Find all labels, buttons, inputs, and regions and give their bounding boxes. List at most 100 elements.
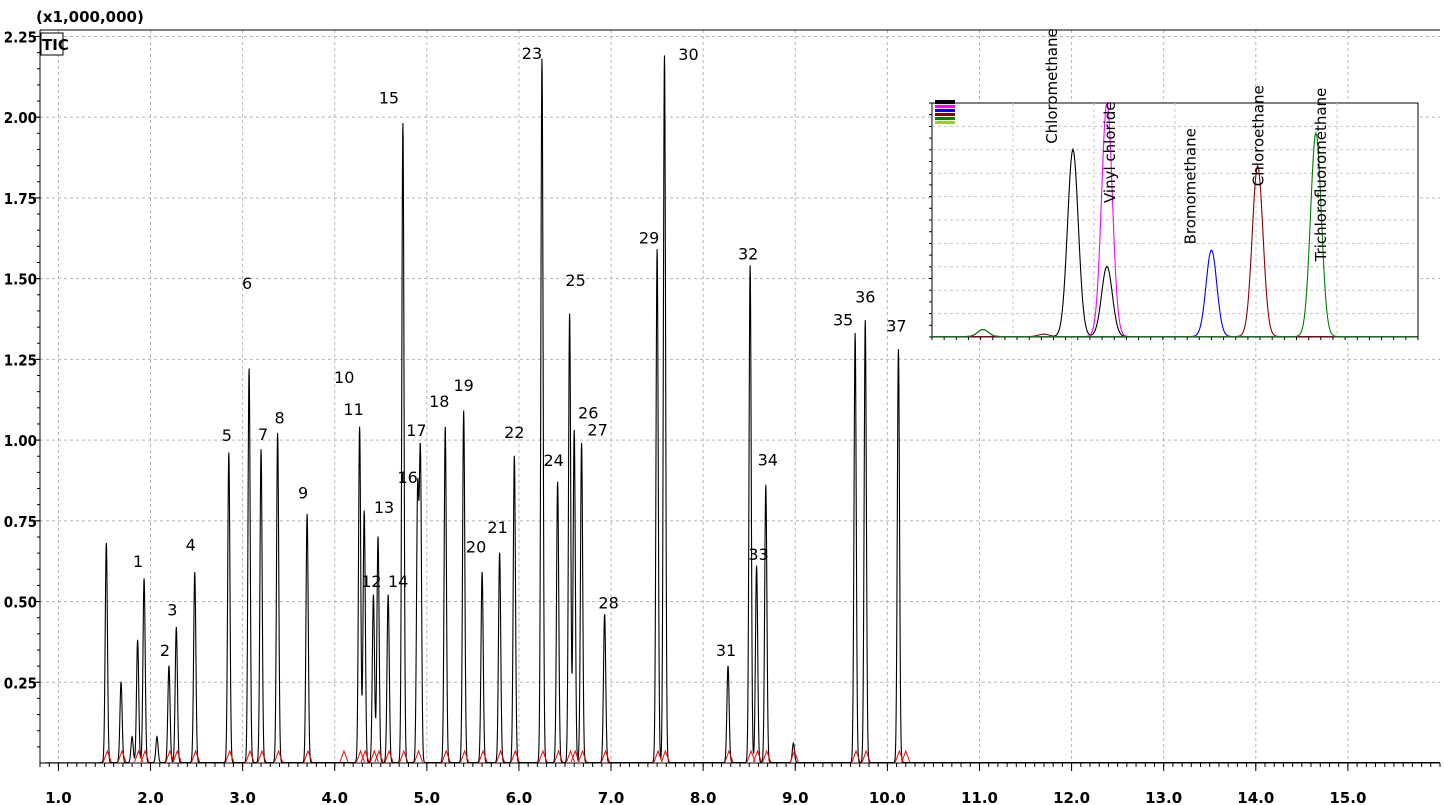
integration-mark xyxy=(554,749,564,763)
integration-mark xyxy=(901,749,911,763)
inset-legend-swatch xyxy=(935,100,955,124)
inset-grid xyxy=(932,103,1418,337)
peak-label: 24 xyxy=(543,451,563,470)
integration-mark xyxy=(257,749,267,763)
integration-mark xyxy=(851,749,861,763)
integration-mark xyxy=(578,749,587,763)
integration-mark xyxy=(117,749,127,763)
integration-mark xyxy=(356,749,365,763)
y-tick-label: 0.50 xyxy=(4,594,37,612)
x-tick-label: 5.0 xyxy=(414,789,441,805)
integration-mark xyxy=(384,749,394,763)
integration-mark xyxy=(225,749,235,763)
x-tick-label: 1.0 xyxy=(45,789,72,805)
peak-label: 3 xyxy=(167,600,177,619)
integration-mark xyxy=(441,749,451,763)
x-tick-label: 3.0 xyxy=(229,789,256,805)
inset-peak-label: Chloromethane xyxy=(1043,28,1061,144)
y-tick-label: 1.50 xyxy=(4,271,37,289)
integration-mark xyxy=(369,749,379,763)
y-tick-label: 2.25 xyxy=(4,28,37,46)
inset-ticks xyxy=(929,102,1419,340)
integration-mark xyxy=(894,749,904,763)
y-tick-label: 0.25 xyxy=(4,674,37,692)
x-tick-label: 10.0 xyxy=(869,789,906,805)
peak-label: 22 xyxy=(504,423,524,442)
tic-label-box xyxy=(40,32,64,56)
peak-label: 13 xyxy=(374,498,394,517)
integration-mark xyxy=(789,749,799,763)
integration-mark xyxy=(660,749,670,763)
integration-mark xyxy=(134,749,144,763)
x-tick-label: 12.0 xyxy=(1053,789,1090,805)
integration-mark xyxy=(570,749,580,763)
y-tick-label: 1.25 xyxy=(4,351,37,369)
x-tick-label: 7.0 xyxy=(598,789,625,805)
peak-label: 36 xyxy=(855,288,875,307)
peak-label: 5 xyxy=(222,426,232,445)
x-tick-label: 6.0 xyxy=(506,789,533,805)
y-axis-ticks: 0.25 0.50 0.75 1.00 1.25 1.50 1.75 2.00 2.25 xyxy=(4,28,40,748)
integration-mark xyxy=(140,749,150,763)
integration-mark xyxy=(360,749,370,763)
peak-label: 27 xyxy=(587,420,607,439)
peak-label: 32 xyxy=(738,245,758,264)
inset-chart: Chloromethane Vinyl chloride Bromomethane C… xyxy=(929,28,1419,340)
peak-label: 18 xyxy=(429,392,449,411)
peak-label: 20 xyxy=(466,537,486,556)
integration-mark xyxy=(601,749,610,763)
inset-peak-labels: Chloromethane Vinyl chloride Bromomethane C… xyxy=(1043,28,1330,262)
integration-mark xyxy=(861,749,871,763)
peak-label: 1 xyxy=(133,552,143,571)
peak-labels-group: 1234567891110121314151617181920212223242… xyxy=(133,44,907,660)
peak-label: 8 xyxy=(275,409,285,428)
peak-label: 33 xyxy=(748,545,768,564)
peak-label: 17 xyxy=(406,421,426,440)
peak-label: 4 xyxy=(186,535,196,554)
integration-mark xyxy=(724,749,734,763)
integration-mark xyxy=(496,749,505,763)
integration-mark xyxy=(102,749,112,763)
x-tick-label: 11.0 xyxy=(961,789,998,805)
peak-label: 15 xyxy=(379,89,399,108)
x-tick-label: 8.0 xyxy=(690,789,717,805)
inset-peak-label: Vinyl chloride xyxy=(1101,101,1119,203)
tic-trace-group xyxy=(44,55,1440,764)
inset-peak-label: Trichlorofluoromethane xyxy=(1312,88,1330,263)
peak-label: 28 xyxy=(598,593,618,612)
integration-mark xyxy=(303,749,313,763)
y-tick-label: 2.00 xyxy=(4,109,37,127)
integration-mark xyxy=(653,749,663,763)
integration-mark xyxy=(478,749,488,763)
peak-label: 19 xyxy=(454,376,474,395)
scale-factor-label: (x1,000,000) xyxy=(36,8,144,26)
x-tick-label: 13.0 xyxy=(1145,789,1182,805)
integration-mark xyxy=(374,749,384,763)
x-tick-label: 4.0 xyxy=(321,789,348,805)
integration-mark xyxy=(339,749,349,763)
peak-label: 6 xyxy=(242,274,252,293)
x-axis-ticks: 1.0 2.0 3.0 4.0 5.0 6.0 7.0 8.0 9.0 10.0 11.0 12.0 1… xyxy=(39,763,1441,805)
integration-mark xyxy=(274,749,284,763)
integration-mark xyxy=(510,749,520,763)
peak-label: 37 xyxy=(886,317,906,336)
peak-label: 23 xyxy=(522,44,542,63)
integration-marks-group xyxy=(102,749,911,763)
peak-label: 10 xyxy=(334,368,354,387)
peak-label: 30 xyxy=(678,45,698,64)
inset-trace-line xyxy=(932,130,1418,338)
y-tick-label: 1.75 xyxy=(4,190,37,208)
integration-mark xyxy=(460,749,470,763)
tic-trace-line xyxy=(44,55,1440,764)
peak-label: 26 xyxy=(578,403,598,422)
integration-mark xyxy=(165,749,175,763)
peak-label: 9 xyxy=(298,483,308,502)
peak-label: 31 xyxy=(716,641,736,660)
integration-mark xyxy=(753,749,762,763)
y-tick-label: 1.00 xyxy=(4,432,37,450)
inset-peak-label: Bromomethane xyxy=(1181,128,1199,244)
integration-mark xyxy=(414,749,424,763)
integration-mark xyxy=(762,749,772,763)
integration-mark xyxy=(566,749,575,763)
x-tick-label: 15.0 xyxy=(1329,789,1366,805)
